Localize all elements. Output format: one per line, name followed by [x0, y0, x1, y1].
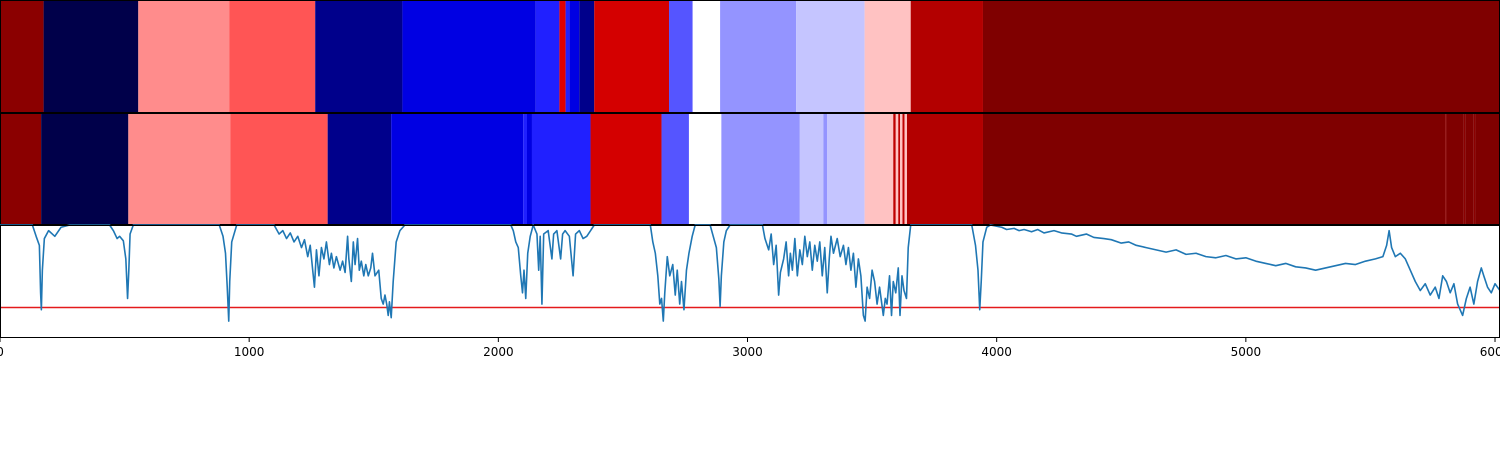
segment-8	[531, 113, 591, 225]
segment-9	[569, 0, 580, 113]
segment-3	[229, 0, 316, 113]
x-tick-label: 6000	[1480, 345, 1500, 359]
segment-5	[391, 113, 524, 225]
segmentation-panel-top	[0, 0, 1500, 113]
segment-7	[526, 113, 532, 225]
signal-background	[0, 225, 1500, 338]
x-tick-label: 1000	[234, 345, 265, 359]
segment-25	[1445, 113, 1447, 225]
segment-8	[565, 0, 570, 113]
segment-22	[904, 113, 907, 225]
segment-1	[43, 0, 139, 113]
x-tick-label: 3000	[732, 345, 763, 359]
segment-26	[1446, 113, 1464, 225]
segment-4	[327, 113, 392, 225]
x-axis: 0 1000 2000 3000 4000 5000 6000	[0, 338, 1500, 359]
segment-1	[41, 113, 129, 225]
segment-3	[230, 113, 328, 225]
segment-24	[982, 113, 1446, 225]
x-tick-label: 2000	[483, 345, 514, 359]
segment-17	[910, 0, 983, 113]
segment-18	[895, 113, 899, 225]
segment-19	[898, 113, 900, 225]
segment-11	[688, 113, 722, 225]
x-tick-label: 4000	[981, 345, 1012, 359]
segment-2	[128, 113, 231, 225]
segment-27	[1463, 113, 1466, 225]
x-tick-label: 5000	[1231, 345, 1262, 359]
segment-0	[0, 113, 42, 225]
segment-2	[138, 0, 230, 113]
segment-10	[579, 0, 595, 113]
segment-23	[906, 113, 983, 225]
segment-29	[1473, 113, 1476, 225]
segment-0	[0, 0, 44, 113]
segment-7	[559, 0, 566, 113]
x-tick-label: 0	[0, 345, 4, 359]
segment-13	[692, 0, 721, 113]
segment-18	[982, 0, 1500, 113]
segment-28	[1465, 113, 1474, 225]
segment-30	[1475, 113, 1500, 225]
segment-14	[720, 0, 797, 113]
segment-4	[315, 0, 403, 113]
segment-5	[402, 0, 536, 113]
segment-15	[827, 113, 865, 225]
signal-line-panel	[0, 224, 1500, 338]
segmentation-panel-bottom	[0, 113, 1500, 225]
segment-20	[900, 113, 903, 225]
segment-21	[902, 113, 905, 225]
segment-6	[523, 113, 527, 225]
segment-6	[535, 0, 560, 113]
segment-17	[893, 113, 896, 225]
segment-12	[721, 113, 800, 225]
segment-12	[669, 0, 693, 113]
segment-9	[590, 113, 662, 225]
signal-series-line-0	[0, 224, 1500, 322]
segment-11	[594, 0, 670, 113]
segment-13	[799, 113, 824, 225]
segment-14	[823, 113, 828, 225]
segment-15	[796, 0, 865, 113]
segment-10	[661, 113, 689, 225]
segment-16	[864, 0, 911, 113]
segment-16	[864, 113, 894, 225]
